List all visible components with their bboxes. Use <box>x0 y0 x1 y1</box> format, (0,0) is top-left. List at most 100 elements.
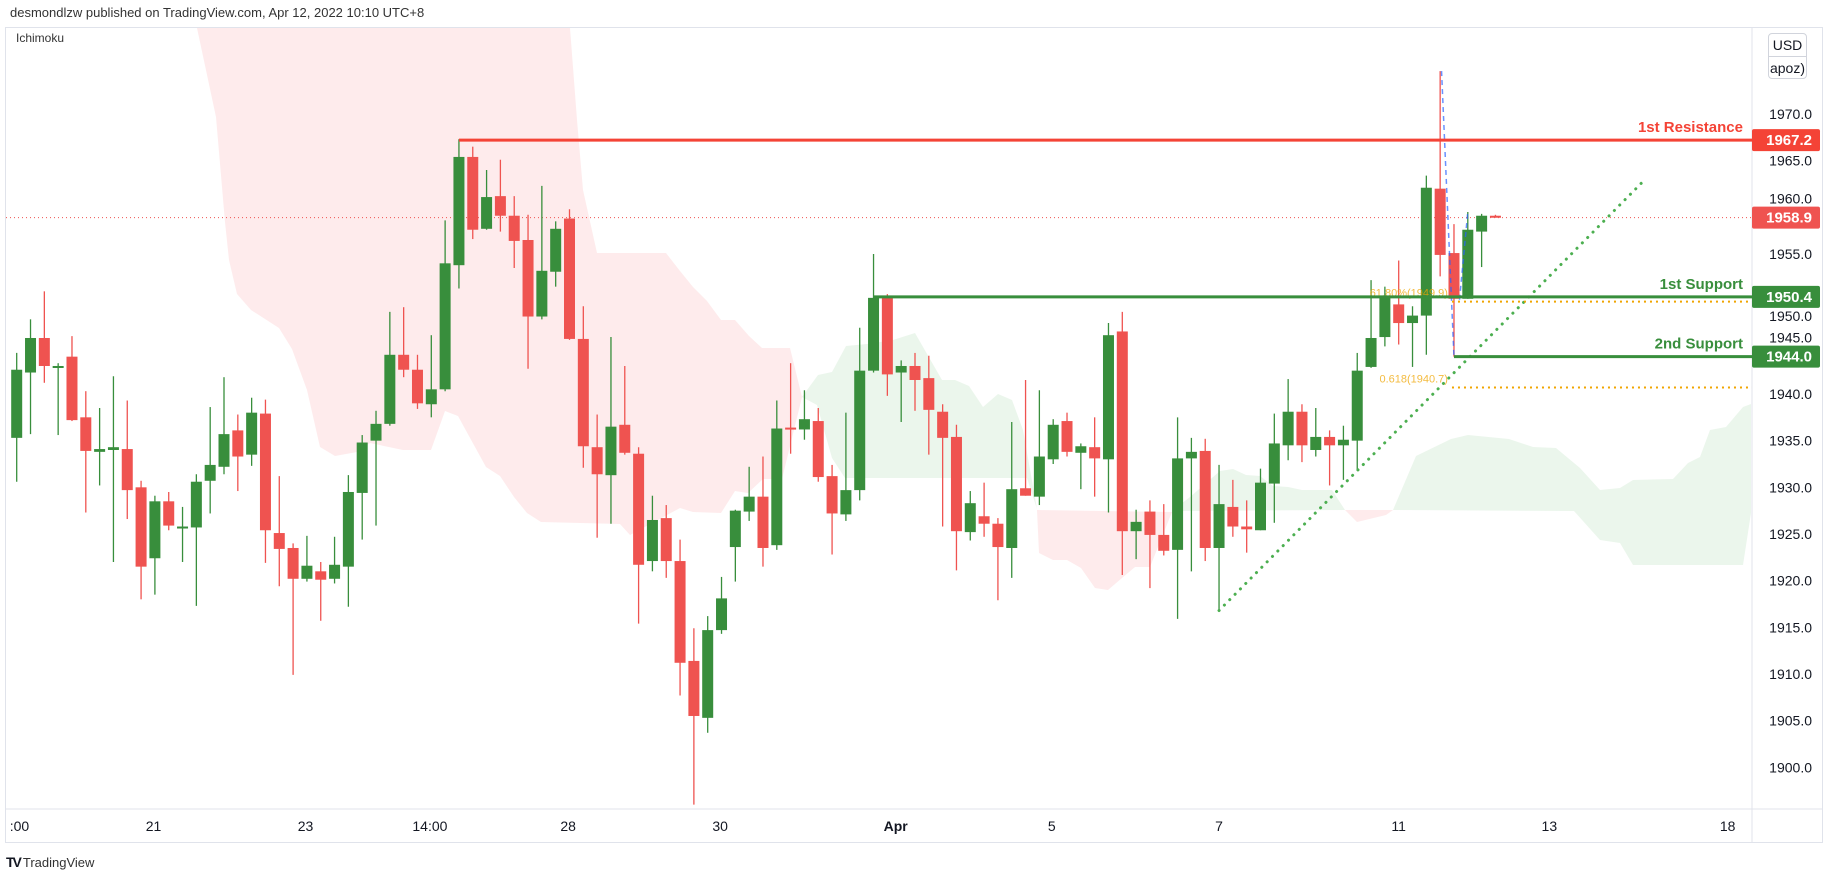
candle-body <box>1185 451 1197 459</box>
time-tick-label: 7 <box>1215 818 1223 834</box>
candle-body <box>798 419 810 430</box>
candle-bullish <box>149 495 161 595</box>
candle-body <box>1255 482 1266 531</box>
resistance-label: 1st Resistance <box>1638 119 1743 136</box>
candle-body <box>1462 229 1474 299</box>
cloud-bullish <box>1393 404 1751 565</box>
price-tick-label: 1965.0 <box>1769 153 1812 169</box>
candle-bullish <box>481 169 493 230</box>
candle-body <box>11 369 23 438</box>
candle-bearish <box>1489 214 1501 218</box>
price-tick-label: 1970.0 <box>1769 106 1812 122</box>
candle-bearish <box>1061 412 1073 457</box>
candle-body <box>1102 335 1114 460</box>
candle-bullish <box>536 185 548 320</box>
candle-bullish <box>301 535 313 582</box>
candle-bearish <box>135 480 147 600</box>
candle-bullish <box>1213 464 1225 611</box>
candle-bullish <box>1130 509 1142 560</box>
candle-body <box>218 434 230 467</box>
candle-bearish <box>494 159 506 232</box>
candle-bearish <box>1434 71 1446 277</box>
candle-body <box>1282 411 1294 446</box>
candle-bullish <box>1351 352 1363 470</box>
candle-bullish <box>177 506 189 562</box>
drawings[interactable]: 61.80%(1949.9)0.618(1940.7)1st Resistanc… <box>458 71 1820 613</box>
candle-bullish <box>1337 425 1349 480</box>
candle-bullish <box>384 311 396 426</box>
candle-bullish <box>1047 419 1059 464</box>
candle-body <box>1434 188 1446 255</box>
candle-body <box>149 501 161 559</box>
candle-body <box>881 297 893 375</box>
candle-body <box>909 365 921 380</box>
candle-bullish <box>1033 390 1045 506</box>
candle-bearish <box>978 482 990 537</box>
candle-body <box>259 413 271 531</box>
candle-body <box>1476 215 1488 232</box>
candle-bearish <box>909 352 921 411</box>
candle-bullish <box>1006 421 1018 578</box>
candle-body <box>508 215 520 241</box>
time-tick-label: 11 <box>1391 818 1406 834</box>
candle-bullish <box>1185 437 1197 572</box>
candle-bullish <box>342 475 354 607</box>
candle-bearish <box>121 400 133 520</box>
candle-bearish <box>522 214 534 369</box>
candle-body <box>135 487 147 567</box>
candle-body <box>1047 424 1059 460</box>
currency-unit-button[interactable]: USD apoz) <box>1768 33 1807 79</box>
candle-body <box>1006 489 1018 548</box>
candle-body <box>342 491 354 567</box>
time-tick-label: 23 <box>298 818 314 834</box>
price-tick-label: 1955.0 <box>1769 246 1812 262</box>
currency-label: USD <box>1769 34 1806 57</box>
candle-bearish <box>1241 500 1253 553</box>
projection-line[interactable] <box>1440 71 1455 357</box>
candle-bearish <box>633 447 645 624</box>
resistance-price-badge <box>1752 129 1820 152</box>
candle-bullish <box>854 327 866 501</box>
candle-body <box>301 565 313 579</box>
candle-body <box>826 476 838 514</box>
trendline-dotted[interactable] <box>1217 176 1648 613</box>
price-axis[interactable]: 1970.0 1965.0 1960.0 1955.0 1950.0 1945.0 1940… <box>1769 106 1812 775</box>
candle-bullish <box>204 407 216 514</box>
candle-bullish <box>25 319 37 435</box>
price-tick-label: 1905.0 <box>1769 713 1812 729</box>
candle-body <box>439 263 451 390</box>
candle-body <box>605 426 617 476</box>
candle-bullish <box>716 576 728 634</box>
candle-bullish <box>1462 211 1474 299</box>
tradingview-logo[interactable]: TV TradingView <box>6 854 94 870</box>
candle-bearish <box>163 491 175 531</box>
candle-body <box>315 571 327 580</box>
candle-body <box>978 516 990 524</box>
candle-body <box>923 378 935 410</box>
candle-bullish <box>329 536 341 584</box>
candle-body <box>785 427 797 430</box>
time-tick-label: 13 <box>1542 818 1558 834</box>
candle-body <box>1489 215 1501 218</box>
candle-bearish <box>1296 404 1308 463</box>
time-axis[interactable]: :00 21 23 14:00 28 30 Apr 5 7 11 13 18 <box>10 818 1736 834</box>
time-tick-label: 21 <box>146 818 162 834</box>
indicator-legend[interactable]: Ichimoku <box>16 31 65 45</box>
price-tick-label: 1935.0 <box>1769 433 1812 449</box>
candle-body <box>66 356 78 421</box>
candle-bullish <box>771 400 783 550</box>
candle-bearish <box>1144 500 1156 589</box>
candle-body <box>80 417 92 451</box>
candle-body <box>273 533 285 549</box>
candle-bearish <box>467 146 479 240</box>
candle-body <box>1213 504 1225 548</box>
candle-bullish <box>550 221 562 287</box>
candle-bullish <box>743 466 755 521</box>
candle-bullish <box>370 410 382 526</box>
candle-body <box>177 526 189 529</box>
fib-level-label: 0.618(1940.7) <box>1379 373 1448 385</box>
candle-bullish <box>52 363 64 436</box>
price-tick-label: 1930.0 <box>1769 479 1812 495</box>
projection-line[interactable] <box>1458 211 1469 300</box>
